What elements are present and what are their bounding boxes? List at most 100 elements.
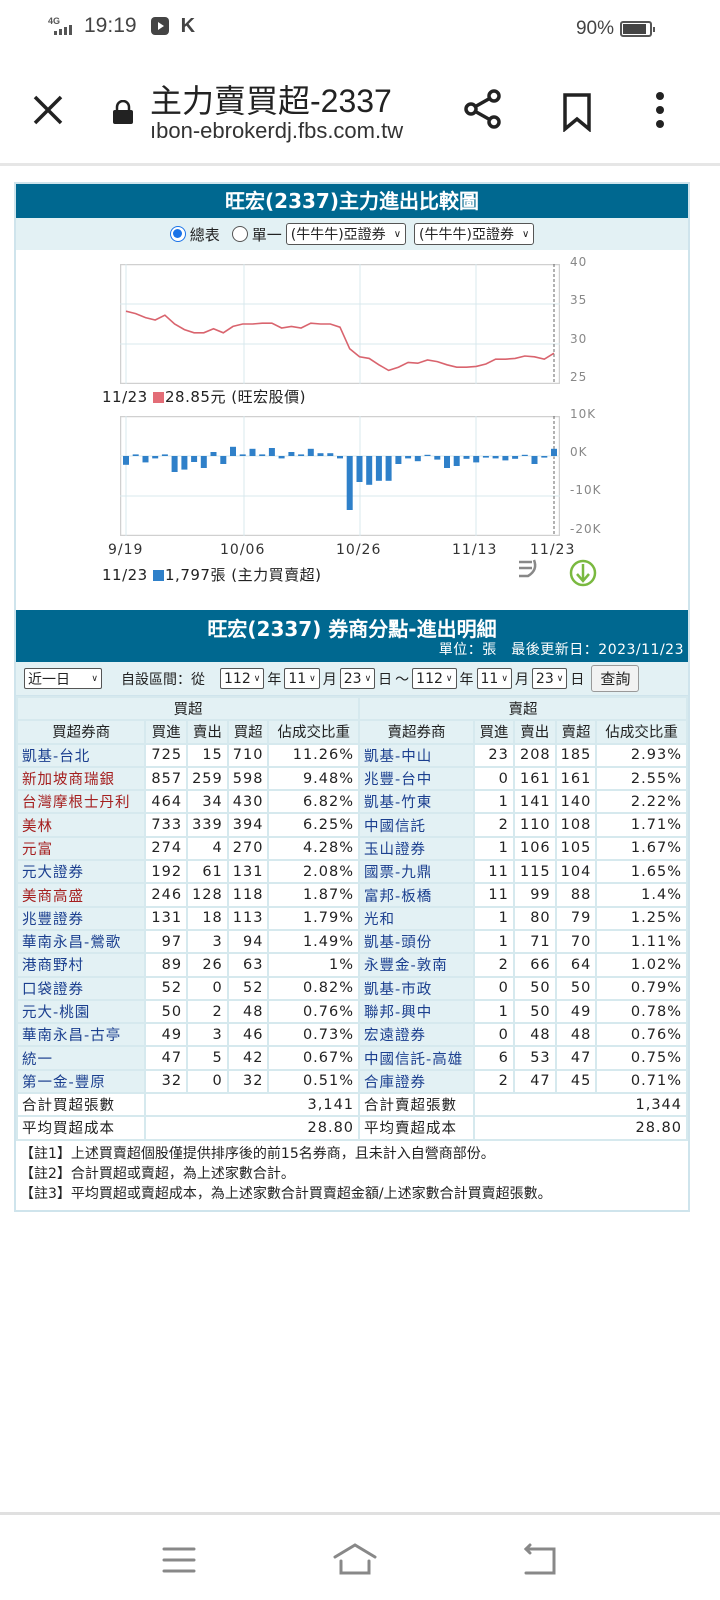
sell-broker-link[interactable]: 玉山證券	[358, 835, 476, 862]
sell-pct: 0.71%	[595, 1068, 688, 1095]
sell-net: 64	[554, 952, 598, 978]
from-day-select[interactable]: 23 ∨	[339, 668, 376, 689]
chevron-down-icon: ∨	[253, 673, 261, 684]
buy-in: 464	[144, 789, 189, 815]
sell-out: 71	[512, 928, 557, 955]
buy-broker-link[interactable]: 新加坡商瑞銀	[15, 765, 147, 792]
sell-broker-link[interactable]: 永豐金-敦南	[358, 952, 476, 978]
home-icon[interactable]	[332, 1543, 378, 1577]
buy-pct: 1.49%	[267, 928, 361, 955]
chart-menu-icon[interactable]	[516, 556, 542, 580]
buy-broker-link[interactable]: 凱基-台北	[15, 742, 147, 768]
sell-out: 66	[512, 952, 557, 978]
close-icon[interactable]	[30, 92, 66, 128]
table-row: 美商高盛 246 128 118 1.87% 富邦-板橋 11 99 88 1.4%	[15, 882, 688, 908]
buy-broker-link[interactable]: 元大證券	[15, 859, 147, 885]
download-icon[interactable]	[568, 556, 598, 590]
buy-in: 89	[144, 952, 189, 978]
share-icon[interactable]	[462, 88, 504, 130]
chevron-down-icon: ∨	[501, 673, 508, 684]
total-sell-value: 1,344	[473, 1092, 688, 1118]
sell-broker-link[interactable]: 富邦-板橋	[358, 882, 476, 908]
price-axis-label: 40	[570, 255, 588, 269]
sell-in: 0	[473, 975, 515, 1001]
battery-icon	[620, 21, 655, 37]
radio-single[interactable]	[231, 226, 248, 242]
sell-broker-link[interactable]: 凱基-市政	[358, 975, 476, 1001]
buy-broker-link[interactable]: 美林	[15, 812, 147, 838]
sell-broker-link[interactable]: 宏遠證券	[358, 1022, 476, 1048]
buy-pct: 11.26%	[267, 742, 361, 768]
buy-net: 394	[226, 812, 270, 838]
buy-broker-link[interactable]: 華南永昌-古亭	[15, 1022, 147, 1048]
column-header: 買進	[473, 719, 515, 745]
page-url[interactable]: ıbon-ebrokerdj.fbs.com.tw	[150, 118, 404, 143]
sell-pct: 0.79%	[595, 975, 688, 1001]
sell-pct: 0.78%	[595, 998, 688, 1025]
x-axis-label: 9/19	[108, 542, 144, 558]
to-month-select[interactable]: 11 ∨	[476, 668, 512, 689]
buy-net: 131	[226, 859, 270, 885]
buy-net: 42	[226, 1045, 270, 1071]
sell-out: 208	[512, 742, 557, 768]
buy-out: 2	[186, 998, 229, 1025]
broker-select-1[interactable]: (牛牛牛)亞證券 ∨	[285, 223, 407, 245]
price-legend-swatch	[153, 392, 165, 403]
buy-broker-link[interactable]: 華南永昌-鶯歌	[15, 928, 147, 955]
footnote: 【註1】上述買賣超個股僅提供排序後的前15名券商，且未計入自營商部份。	[20, 1145, 495, 1162]
column-header: 賣出	[186, 719, 229, 745]
buy-out: 128	[186, 882, 229, 908]
buy-pct: 4.28%	[267, 835, 361, 862]
to-day-select[interactable]: 23 ∨	[531, 668, 568, 689]
sell-pct: 1.4%	[595, 882, 688, 908]
bookmark-icon[interactable]	[560, 92, 594, 132]
broker-select-2[interactable]: (牛牛牛)亞證券 ∨	[414, 223, 535, 245]
youtube-notification-icon	[150, 17, 169, 35]
query-button[interactable]: 查詢	[591, 665, 640, 692]
table-row: 第一金-豐原 32 0 32 0.51% 合庫證券 2 47 45 0.71%	[15, 1068, 688, 1095]
sell-pct: 2.55%	[595, 765, 688, 792]
recent-apps-icon[interactable]	[160, 1543, 200, 1577]
sell-broker-link[interactable]: 光和	[358, 905, 476, 931]
from-year-select[interactable]: 112 ∨	[220, 668, 265, 689]
sell-broker-link[interactable]: 中國信託	[358, 812, 476, 838]
sell-group-header: 賣超	[358, 695, 688, 722]
sell-broker-link[interactable]: 聯邦-興中	[358, 998, 476, 1025]
buy-broker-link[interactable]: 台灣摩根士丹利	[15, 789, 147, 815]
buy-group-header: 買超	[15, 695, 361, 722]
sell-out: 48	[512, 1022, 557, 1048]
from-month-select[interactable]: 11 ∨	[284, 668, 320, 689]
column-header: 買進	[144, 719, 189, 745]
period-select[interactable]: 近一日 ∨	[24, 668, 102, 689]
price-axis-label: 30	[570, 332, 588, 346]
buy-out: 15	[186, 742, 229, 768]
buy-broker-link[interactable]: 兆豐證券	[15, 905, 147, 931]
lock-icon	[113, 100, 133, 124]
sell-net: 47	[554, 1045, 598, 1071]
sell-broker-link[interactable]: 凱基-頭份	[358, 928, 476, 955]
buy-out: 259	[186, 765, 229, 792]
buy-in: 857	[144, 765, 189, 792]
sell-broker-link[interactable]: 合庫證券	[358, 1068, 476, 1095]
total-sell-label: 合計賣超張數	[358, 1092, 476, 1118]
sell-net: 108	[554, 812, 598, 838]
buy-broker-link[interactable]: 第一金-豐原	[15, 1068, 147, 1095]
radio-total[interactable]	[169, 226, 186, 242]
total-row: 合計買超張數 3,141 合計賣超張數 1,344	[15, 1092, 688, 1118]
to-year-select[interactable]: 112 ∨	[412, 668, 457, 689]
sell-broker-link[interactable]: 國票-九鼎	[358, 859, 476, 885]
sell-broker-link[interactable]: 凱基-竹東	[358, 789, 476, 815]
footnote: 【註3】平均買超或賣超成本，為上述家數合計買賣超金額/上述家數合計買賣超張數。	[20, 1185, 552, 1202]
buy-broker-link[interactable]: 元富	[15, 835, 147, 862]
buy-broker-link[interactable]: 元大-桃園	[15, 998, 147, 1025]
buy-broker-link[interactable]: 統一	[15, 1045, 147, 1071]
sell-broker-link[interactable]: 兆豐-台中	[358, 765, 476, 792]
sell-broker-link[interactable]: 凱基-中山	[358, 742, 476, 768]
more-vert-icon[interactable]	[650, 90, 670, 130]
buy-broker-link[interactable]: 美商高盛	[15, 882, 147, 908]
broker-table: 買超 賣超 買超券商 買進 賣出 買超 佔成交比重 賣超券商 買進 賣出 賣超 …	[15, 695, 688, 1141]
sell-broker-link[interactable]: 中國信託-高雄	[358, 1045, 476, 1071]
back-icon[interactable]	[520, 1543, 560, 1577]
buy-broker-link[interactable]: 港商野村	[15, 952, 147, 978]
buy-broker-link[interactable]: 口袋證券	[15, 975, 147, 1001]
